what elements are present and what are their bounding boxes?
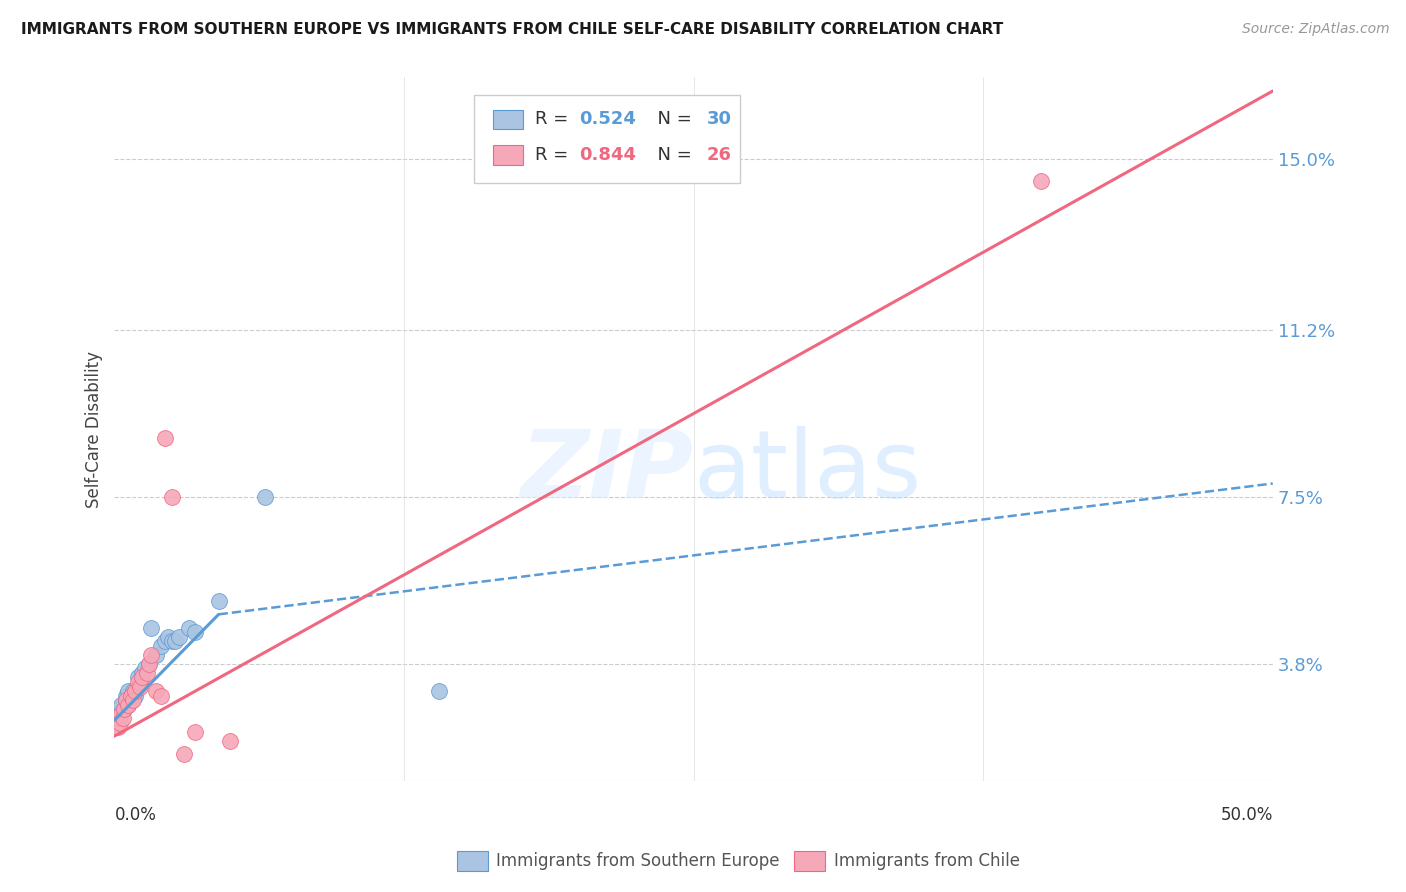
Text: Source: ZipAtlas.com: Source: ZipAtlas.com — [1241, 22, 1389, 37]
Text: 50.0%: 50.0% — [1220, 806, 1272, 824]
Point — [120, 693, 142, 707]
Point — [120, 689, 142, 703]
Point — [149, 639, 172, 653]
Point — [208, 594, 231, 608]
Point — [115, 689, 138, 703]
Point — [149, 689, 172, 703]
Text: N =: N = — [647, 111, 697, 128]
Point — [184, 625, 207, 640]
Point — [155, 634, 177, 648]
Point — [115, 693, 138, 707]
Point — [131, 671, 153, 685]
Point — [108, 715, 131, 730]
Point — [122, 693, 145, 707]
Point — [110, 698, 132, 712]
Point — [145, 648, 167, 662]
Text: Immigrants from Southern Europe: Immigrants from Southern Europe — [496, 852, 780, 870]
Text: 26: 26 — [706, 146, 731, 164]
Point — [184, 724, 207, 739]
Text: 30: 30 — [706, 111, 731, 128]
Point — [156, 630, 179, 644]
Point — [141, 621, 163, 635]
Text: 0.844: 0.844 — [579, 146, 636, 164]
Point — [107, 720, 129, 734]
Text: 0.0%: 0.0% — [114, 806, 156, 824]
Y-axis label: Self-Care Disability: Self-Care Disability — [86, 351, 103, 508]
Point — [219, 733, 242, 747]
FancyBboxPatch shape — [474, 95, 740, 183]
Point — [117, 684, 139, 698]
Point — [138, 657, 160, 671]
Point — [127, 675, 149, 690]
Point — [127, 680, 149, 694]
Point — [141, 648, 163, 662]
Point — [427, 684, 450, 698]
Point — [177, 621, 200, 635]
Point — [124, 689, 146, 703]
Point — [169, 630, 191, 644]
Text: R =: R = — [534, 146, 574, 164]
Text: Immigrants from Chile: Immigrants from Chile — [834, 852, 1019, 870]
Point — [124, 684, 146, 698]
Point — [173, 747, 195, 762]
Point — [122, 684, 145, 698]
Text: R =: R = — [534, 111, 574, 128]
Point — [120, 689, 142, 703]
Text: N =: N = — [647, 146, 697, 164]
Point — [145, 684, 167, 698]
Text: 0.524: 0.524 — [579, 111, 636, 128]
Point — [112, 702, 135, 716]
Point — [253, 490, 276, 504]
Point — [105, 715, 128, 730]
Point — [131, 665, 153, 680]
FancyBboxPatch shape — [494, 110, 523, 129]
Point — [155, 431, 177, 445]
Point — [134, 661, 156, 675]
Text: ZIP: ZIP — [520, 425, 693, 517]
Point — [127, 671, 149, 685]
Point — [108, 702, 131, 716]
Point — [162, 490, 184, 504]
Point — [117, 698, 139, 712]
Point — [163, 634, 186, 648]
Point — [162, 634, 184, 648]
FancyBboxPatch shape — [494, 145, 523, 165]
Point — [108, 711, 131, 725]
Point — [128, 680, 150, 694]
Point — [117, 698, 139, 712]
Point — [110, 706, 132, 721]
Point — [128, 675, 150, 690]
Text: atlas: atlas — [693, 425, 922, 517]
Point — [1029, 174, 1052, 188]
Point — [138, 657, 160, 671]
Point — [135, 665, 157, 680]
Point — [112, 702, 135, 716]
Point — [115, 693, 138, 707]
Text: IMMIGRANTS FROM SOUTHERN EUROPE VS IMMIGRANTS FROM CHILE SELF-CARE DISABILITY CO: IMMIGRANTS FROM SOUTHERN EUROPE VS IMMIG… — [21, 22, 1004, 37]
Point — [111, 711, 134, 725]
